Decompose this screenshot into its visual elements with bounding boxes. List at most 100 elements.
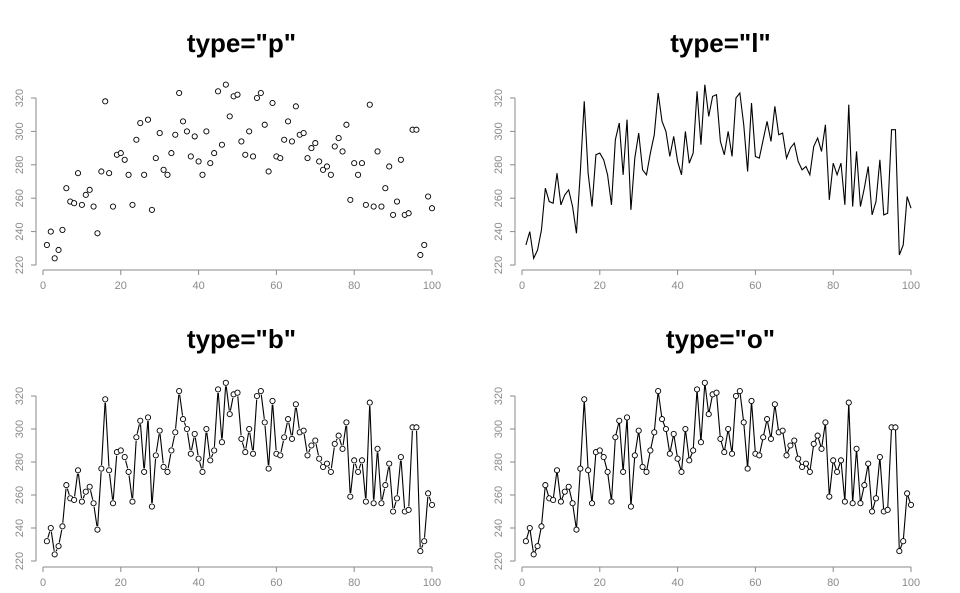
series-segment [101, 402, 106, 466]
series-segment [421, 544, 424, 548]
data-point [148, 503, 155, 510]
data-point [316, 455, 323, 462]
data-point [643, 468, 650, 475]
data-point [767, 435, 775, 442]
data-point [530, 551, 537, 558]
data-point [799, 463, 806, 471]
panel-p: type="p" 0 20 40 60 80 100 220 240 260 280 300 320 [14, 28, 441, 292]
series-segment [385, 467, 390, 482]
data-point [265, 465, 272, 472]
data-point [787, 442, 794, 449]
data-point [308, 442, 315, 449]
data-point [538, 523, 545, 530]
data-point [191, 430, 198, 438]
data-point [304, 452, 311, 459]
data-point [43, 538, 50, 545]
series-segment [393, 501, 397, 509]
data-point [421, 241, 428, 249]
data-point [43, 241, 50, 249]
series-segment [237, 396, 242, 436]
data-point [218, 439, 225, 446]
data-point [242, 151, 249, 158]
y-tick-label: 240 [14, 222, 26, 240]
data-point [690, 447, 697, 454]
series-segment [388, 467, 394, 508]
data-point [129, 498, 136, 505]
series-segment [143, 421, 149, 469]
data-point [74, 170, 82, 177]
series-segment [358, 463, 362, 469]
data-point [117, 447, 124, 454]
data-point [358, 160, 366, 167]
data-point [701, 379, 708, 386]
data-point [207, 457, 214, 464]
data-point [144, 116, 152, 123]
data-point [347, 196, 354, 203]
data-point [822, 419, 829, 426]
data-point [802, 460, 810, 467]
series-segment [47, 531, 51, 538]
series-segment [190, 437, 195, 451]
series-segment [55, 549, 58, 552]
data-point [160, 166, 167, 173]
data-point [760, 434, 767, 441]
data-point [277, 452, 284, 459]
data-point [892, 424, 899, 431]
data-point [382, 482, 389, 489]
data-point [534, 543, 541, 550]
series-segment [400, 460, 406, 508]
data-point [90, 500, 97, 507]
data-point [234, 389, 241, 396]
data-point [647, 447, 654, 454]
data-point [370, 500, 377, 507]
series-segment [396, 460, 402, 495]
data-point [347, 493, 354, 500]
data-point [362, 201, 369, 208]
series-segment [58, 529, 63, 543]
y-tick-label: 240 [493, 519, 505, 537]
series-segment [381, 488, 386, 500]
y-tick-label: 300 [493, 420, 505, 438]
data-point [581, 396, 588, 403]
data-point [557, 498, 564, 505]
data-point [635, 427, 642, 434]
data-point [585, 467, 592, 474]
data-point [791, 437, 798, 444]
series-segment [77, 473, 83, 499]
series-segment [62, 488, 67, 523]
data-point [779, 427, 786, 434]
data-point [109, 203, 117, 210]
data-point [550, 496, 557, 504]
data-point [222, 379, 229, 386]
series-segment [74, 473, 79, 497]
data-point [195, 158, 202, 165]
data-point [355, 171, 362, 178]
data-point [393, 198, 401, 205]
series-segment [241, 442, 245, 449]
data-point [335, 135, 342, 142]
x-tick-label: 60 [749, 280, 761, 292]
data-point [405, 506, 412, 513]
data-point [316, 158, 323, 165]
y-tick-label: 280 [493, 156, 505, 174]
data-point [355, 468, 362, 475]
data-point [102, 396, 109, 403]
data-point [156, 130, 163, 137]
data-point [308, 145, 315, 152]
series-segment [211, 453, 214, 458]
data-point [343, 121, 350, 128]
data-point [900, 538, 907, 545]
y-tick-label: 320 [493, 387, 505, 405]
y-tick-label: 300 [14, 420, 26, 438]
data-point [71, 200, 78, 207]
data-point [857, 500, 864, 507]
data-point [288, 435, 296, 442]
data-point [339, 445, 346, 452]
data-point [125, 171, 132, 178]
data-point [393, 495, 401, 502]
data-point [94, 526, 101, 533]
data-point [176, 89, 183, 97]
data-point [413, 424, 420, 431]
data-point [526, 524, 533, 532]
series-line [525, 84, 912, 261]
